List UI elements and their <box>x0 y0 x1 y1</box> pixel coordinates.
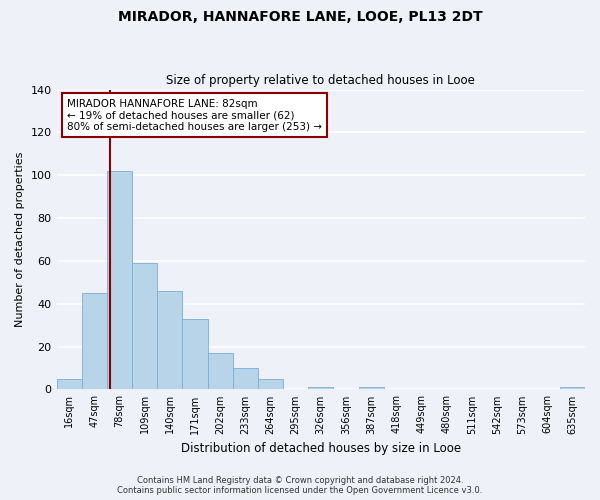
Bar <box>258 378 283 390</box>
Bar <box>233 368 258 390</box>
Bar <box>182 318 208 390</box>
Bar <box>107 171 132 390</box>
X-axis label: Distribution of detached houses by size in Looe: Distribution of detached houses by size … <box>181 442 461 455</box>
Text: MIRADOR, HANNAFORE LANE, LOOE, PL13 2DT: MIRADOR, HANNAFORE LANE, LOOE, PL13 2DT <box>118 10 482 24</box>
Bar <box>132 263 157 390</box>
Text: Contains HM Land Registry data © Crown copyright and database right 2024.
Contai: Contains HM Land Registry data © Crown c… <box>118 476 482 495</box>
Bar <box>157 291 182 390</box>
Bar <box>560 388 585 390</box>
Bar <box>82 293 107 390</box>
Text: MIRADOR HANNAFORE LANE: 82sqm
← 19% of detached houses are smaller (62)
80% of s: MIRADOR HANNAFORE LANE: 82sqm ← 19% of d… <box>67 98 322 132</box>
Y-axis label: Number of detached properties: Number of detached properties <box>15 152 25 327</box>
Bar <box>56 378 82 390</box>
Bar <box>308 388 334 390</box>
Bar <box>208 353 233 390</box>
Bar <box>359 388 383 390</box>
Title: Size of property relative to detached houses in Looe: Size of property relative to detached ho… <box>166 74 475 87</box>
